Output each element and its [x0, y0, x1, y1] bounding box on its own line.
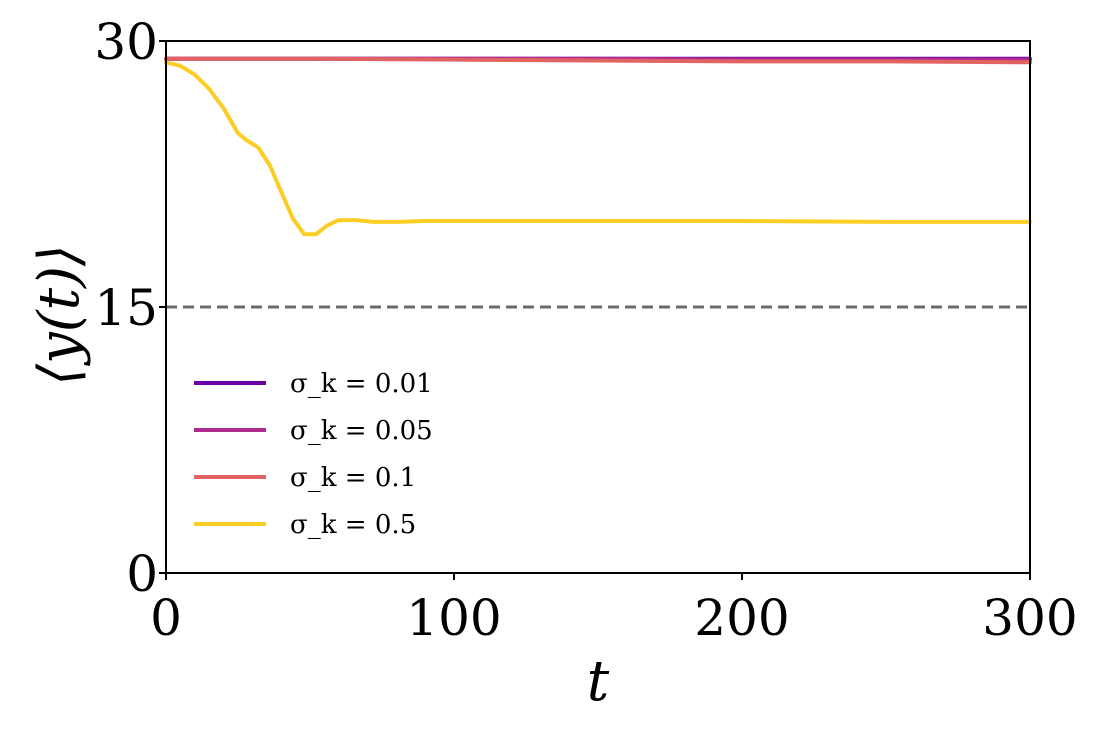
x-tick-label: 300	[982, 589, 1077, 647]
series-layer	[164, 56, 1032, 237]
x-axis-label: t	[587, 649, 610, 714]
y-axis-label: ⟨y(t)⟩	[27, 244, 92, 386]
y-tick-label: 30	[94, 13, 158, 71]
series-line-4	[164, 60, 1032, 237]
legend: σ_k = 0.01 σ_k = 0.05 σ_k = 0.1 σ_k = 0.5	[194, 369, 433, 540]
x-tick-label: 0	[150, 589, 182, 647]
legend-label-2: σ_k = 0.05	[290, 416, 433, 446]
y-tick-label: 0	[126, 545, 158, 603]
legend-label-1: σ_k = 0.01	[290, 369, 433, 399]
legend-label-3: σ_k = 0.1	[290, 463, 416, 493]
tick-layer: 0 100 200 300 0 15 30	[94, 13, 1077, 647]
legend-label-4: σ_k = 0.5	[290, 510, 416, 540]
series-line-3	[164, 56, 1032, 65]
x-tick-label: 200	[694, 589, 789, 647]
y-tick-label: 15	[94, 279, 158, 337]
x-tick-label: 100	[406, 589, 501, 647]
